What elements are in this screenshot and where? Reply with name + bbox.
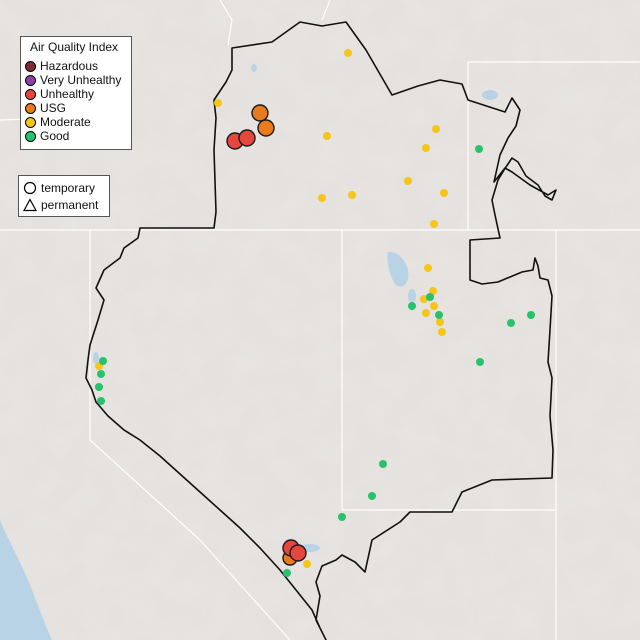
monitor-good[interactable]: [507, 319, 515, 327]
monitor-moderate[interactable]: [318, 194, 326, 202]
monitor-moderate[interactable]: [432, 125, 440, 133]
legend-label: Moderate: [40, 115, 91, 129]
monitor-usg[interactable]: [257, 119, 275, 137]
monitor-good[interactable]: [475, 145, 483, 153]
monitor-good[interactable]: [476, 358, 484, 366]
monitor-moderate[interactable]: [438, 328, 446, 336]
temporary-label: temporary: [41, 181, 96, 195]
good-swatch-icon: [25, 130, 36, 142]
monitor-good[interactable]: [283, 569, 291, 577]
aqi-monitors: [95, 49, 535, 577]
legend-item-permanent: permanent: [23, 197, 98, 213]
moderate-swatch-icon: [25, 116, 36, 128]
monitor-good[interactable]: [527, 311, 535, 319]
legend-label: Very Unhealthy: [40, 73, 122, 87]
legend-item-temporary: temporary: [23, 180, 95, 196]
monitor-good[interactable]: [435, 311, 443, 319]
legend-item-moderate: Moderate: [25, 115, 91, 129]
monitor-moderate[interactable]: [404, 177, 412, 185]
hazardous-swatch-icon: [25, 60, 36, 72]
monitor-moderate[interactable]: [429, 287, 437, 295]
monitor-moderate[interactable]: [440, 189, 448, 197]
monitor-moderate[interactable]: [422, 144, 430, 152]
monitor-moderate[interactable]: [323, 132, 331, 140]
monitor-good[interactable]: [408, 302, 416, 310]
ocean: [0, 520, 52, 640]
aqi-legend-title: Air Quality Index: [30, 40, 119, 54]
lakes: [93, 64, 498, 552]
monitor-moderate[interactable]: [214, 99, 222, 107]
legend-item-good: Good: [25, 129, 69, 143]
legend-item-hazardous: Hazardous: [25, 59, 98, 73]
monitor-moderate[interactable]: [344, 49, 352, 57]
monitor-good[interactable]: [97, 370, 105, 378]
very-unhealthy-swatch-icon: [25, 74, 36, 86]
monitor-good[interactable]: [368, 492, 376, 500]
triangle-icon: [23, 198, 37, 212]
monitor-good[interactable]: [379, 460, 387, 468]
usg-swatch-icon: [25, 102, 36, 114]
monitor-usg[interactable]: [251, 104, 269, 122]
aqi-legend: Air Quality Index Hazardous Very Unhealt…: [20, 36, 132, 150]
monitor-moderate[interactable]: [348, 191, 356, 199]
unhealthy-swatch-icon: [25, 88, 36, 100]
monitor-good[interactable]: [99, 357, 107, 365]
legend-label: USG: [40, 101, 67, 115]
monitor-unhealthy[interactable]: [289, 544, 307, 562]
legend-label: Good: [40, 129, 70, 143]
monitor-good[interactable]: [97, 397, 105, 405]
legend-item-very-unhealthy: Very Unhealthy: [25, 73, 121, 87]
legend-item-unhealthy: Unhealthy: [25, 87, 94, 101]
legend-item-usg: USG: [25, 101, 66, 115]
monitor-moderate[interactable]: [422, 309, 430, 317]
monitor-good[interactable]: [338, 513, 346, 521]
legend-label: Unhealthy: [40, 87, 95, 101]
permanent-label: permanent: [41, 198, 99, 212]
monitor-moderate[interactable]: [303, 560, 311, 568]
monitor-moderate[interactable]: [424, 264, 432, 272]
legend-label: Hazardous: [40, 59, 99, 73]
monitor-moderate[interactable]: [430, 220, 438, 228]
circle-icon: [23, 181, 37, 195]
monitor-type-legend: temporary permanent: [18, 175, 110, 217]
monitor-moderate[interactable]: [430, 302, 438, 310]
monitor-good[interactable]: [426, 293, 434, 301]
monitor-unhealthy[interactable]: [238, 129, 256, 147]
monitor-good[interactable]: [95, 383, 103, 391]
region-border: [85, 21, 557, 640]
monitor-moderate[interactable]: [436, 318, 444, 326]
